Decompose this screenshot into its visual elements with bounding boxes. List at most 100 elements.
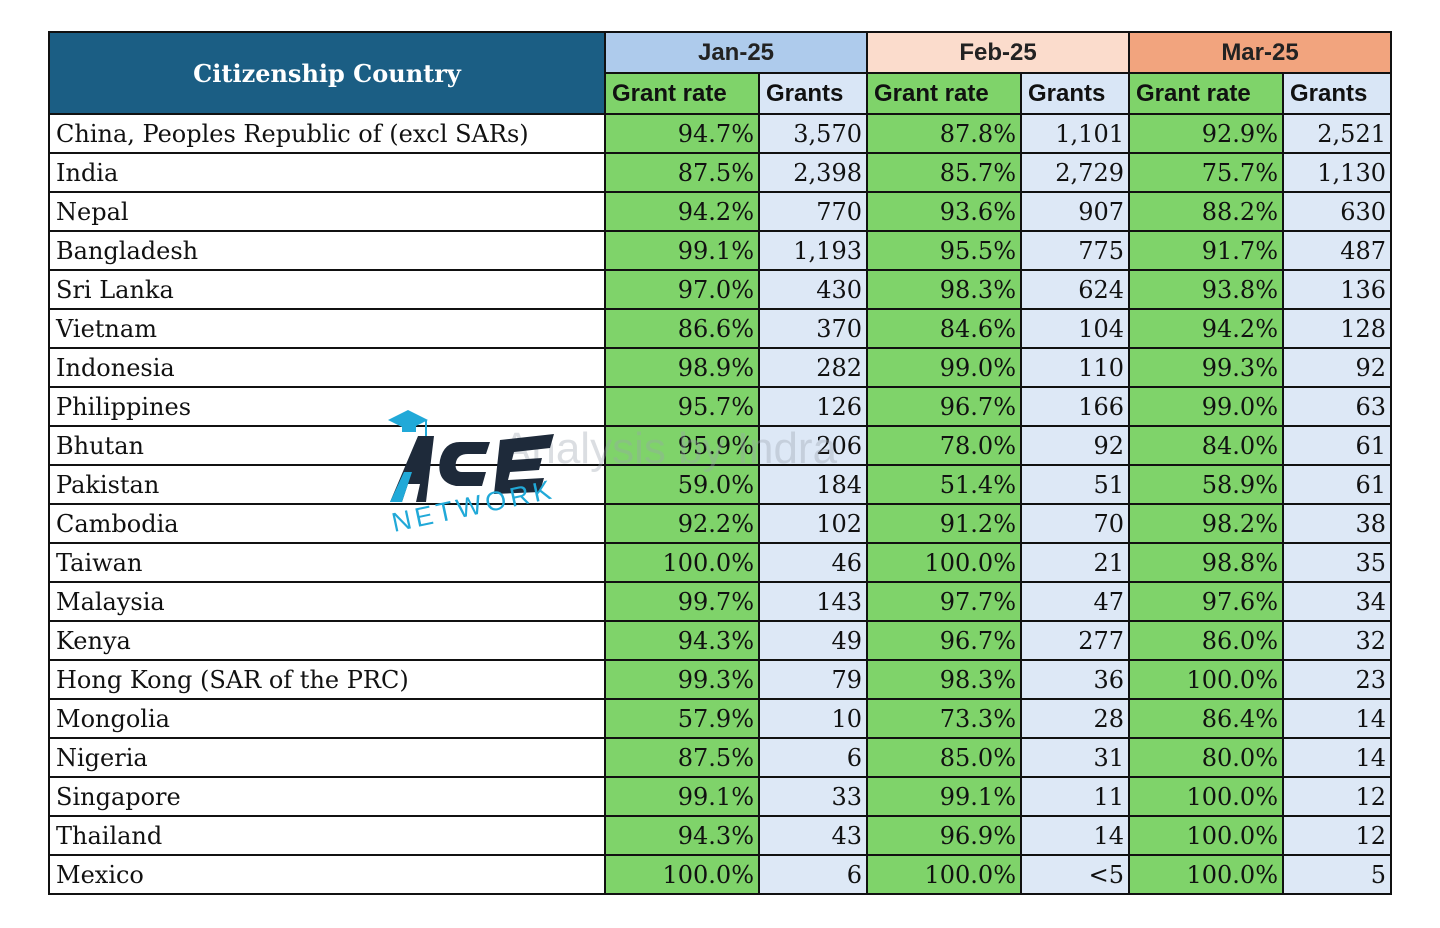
grants-cell: 14 bbox=[1020, 815, 1130, 856]
country-cell: Philippines bbox=[48, 386, 606, 427]
table-row: India 87.5% 2,398 85.7% 2,729 75.7% 1,130 bbox=[48, 152, 1392, 193]
grant-rate-cell: 84.6% bbox=[866, 308, 1022, 349]
grants-cell: 184 bbox=[758, 464, 868, 505]
grants-cell: 277 bbox=[1020, 620, 1130, 661]
table-row: Mongolia 57.9% 10 73.3% 28 86.4% 14 bbox=[48, 698, 1392, 739]
grants-cell: 430 bbox=[758, 269, 868, 310]
grant-rate-cell: 75.7% bbox=[1128, 152, 1284, 193]
grant-rate-cell: 98.3% bbox=[866, 659, 1022, 700]
grants-cell: 10 bbox=[758, 698, 868, 739]
table-row: China, Peoples Republic of (excl SARs) 94… bbox=[48, 113, 1392, 154]
grants-cell: 630 bbox=[1282, 191, 1392, 232]
grant-rate-cell: 100.0% bbox=[866, 542, 1022, 583]
country-cell: Sri Lanka bbox=[48, 269, 606, 310]
grants-cell: 23 bbox=[1282, 659, 1392, 700]
grants-cell: 143 bbox=[758, 581, 868, 622]
grants-cell: 49 bbox=[758, 620, 868, 661]
grant-rate-cell: 84.0% bbox=[1128, 425, 1284, 466]
grant-rate-cell: 88.2% bbox=[1128, 191, 1284, 232]
grants-cell: 6 bbox=[758, 737, 868, 778]
grant-rate-header: Grant rate bbox=[604, 72, 760, 115]
grants-cell: 21 bbox=[1020, 542, 1130, 583]
table-row: Thailand 94.3% 43 96.9% 14 100.0% 12 bbox=[48, 815, 1392, 856]
grant-rate-cell: 94.2% bbox=[604, 191, 760, 232]
grant-rate-cell: 86.0% bbox=[1128, 620, 1284, 661]
grant-rate-cell: 93.6% bbox=[866, 191, 1022, 232]
grants-cell: 32 bbox=[1282, 620, 1392, 661]
country-cell: Malaysia bbox=[48, 581, 606, 622]
grants-cell: 136 bbox=[1282, 269, 1392, 310]
grants-cell: 206 bbox=[758, 425, 868, 466]
table-row: Bhutan 95.9% 206 78.0% 92 84.0% 61 bbox=[48, 425, 1392, 466]
grant-rate-cell: 98.2% bbox=[1128, 503, 1284, 544]
country-cell: India bbox=[48, 152, 606, 193]
grants-cell: 3,570 bbox=[758, 113, 868, 154]
month-header-feb: Feb-25 bbox=[866, 31, 1130, 74]
grants-cell: 6 bbox=[758, 854, 868, 895]
grants-cell: 487 bbox=[1282, 230, 1392, 271]
country-cell: Hong Kong (SAR of the PRC) bbox=[48, 659, 606, 700]
table-row: Vietnam 86.6% 370 84.6% 104 94.2% 128 bbox=[48, 308, 1392, 349]
grant-rate-cell: 97.0% bbox=[604, 269, 760, 310]
grant-rate-cell: 96.7% bbox=[866, 620, 1022, 661]
grant-rate-cell: 99.1% bbox=[604, 230, 760, 271]
grants-header: Grants bbox=[1020, 72, 1130, 115]
grant-rate-cell: 73.3% bbox=[866, 698, 1022, 739]
grant-rate-cell: 97.6% bbox=[1128, 581, 1284, 622]
table-row: Nepal 94.2% 770 93.6% 907 88.2% 630 bbox=[48, 191, 1392, 232]
grants-cell: 79 bbox=[758, 659, 868, 700]
grants-cell: 28 bbox=[1020, 698, 1130, 739]
country-cell: Singapore bbox=[48, 776, 606, 817]
grant-rate-cell: 95.5% bbox=[866, 230, 1022, 271]
grant-rate-cell: 99.1% bbox=[866, 776, 1022, 817]
grant-rate-cell: 98.9% bbox=[604, 347, 760, 388]
grants-cell: <5 bbox=[1020, 854, 1130, 895]
grants-cell: 12 bbox=[1282, 776, 1392, 817]
country-cell: Bangladesh bbox=[48, 230, 606, 271]
table-row: Cambodia 92.2% 102 91.2% 70 98.2% 38 bbox=[48, 503, 1392, 544]
table-body: China, Peoples Republic of (excl SARs) 94… bbox=[48, 113, 1392, 895]
grant-rate-cell: 94.3% bbox=[604, 815, 760, 856]
grants-cell: 370 bbox=[758, 308, 868, 349]
country-cell: China, Peoples Republic of (excl SARs) bbox=[48, 113, 606, 154]
grants-cell: 70 bbox=[1020, 503, 1130, 544]
citizenship-country-header: Citizenship Country bbox=[48, 31, 606, 115]
grants-cell: 51 bbox=[1020, 464, 1130, 505]
table-row: Pakistan 59.0% 184 51.4% 51 58.9% 61 bbox=[48, 464, 1392, 505]
grant-rate-cell: 91.2% bbox=[866, 503, 1022, 544]
country-cell: Pakistan bbox=[48, 464, 606, 505]
table-row: Kenya 94.3% 49 96.7% 277 86.0% 32 bbox=[48, 620, 1392, 661]
grant-rate-cell: 58.9% bbox=[1128, 464, 1284, 505]
grants-cell: 14 bbox=[1282, 698, 1392, 739]
grant-rate-cell: 99.0% bbox=[1128, 386, 1284, 427]
grants-cell: 11 bbox=[1020, 776, 1130, 817]
grants-cell: 1,101 bbox=[1020, 113, 1130, 154]
grant-rate-cell: 98.3% bbox=[866, 269, 1022, 310]
grant-rate-cell: 92.9% bbox=[1128, 113, 1284, 154]
grants-cell: 128 bbox=[1282, 308, 1392, 349]
grant-rate-cell: 96.9% bbox=[866, 815, 1022, 856]
grant-rate-cell: 94.2% bbox=[1128, 308, 1284, 349]
grants-cell: 14 bbox=[1282, 737, 1392, 778]
grant-rate-cell: 100.0% bbox=[1128, 854, 1284, 895]
table-row: Hong Kong (SAR of the PRC) 99.3% 79 98.3% 36… bbox=[48, 659, 1392, 700]
grant-rate-cell: 51.4% bbox=[866, 464, 1022, 505]
grants-cell: 31 bbox=[1020, 737, 1130, 778]
grant-rate-cell: 57.9% bbox=[604, 698, 760, 739]
grant-rate-header: Grant rate bbox=[866, 72, 1022, 115]
grants-cell: 104 bbox=[1020, 308, 1130, 349]
grant-rate-header: Grant rate bbox=[1128, 72, 1284, 115]
country-cell: Taiwan bbox=[48, 542, 606, 583]
grant-rate-cell: 99.1% bbox=[604, 776, 760, 817]
grant-rate-cell: 78.0% bbox=[866, 425, 1022, 466]
grants-cell: 1,130 bbox=[1282, 152, 1392, 193]
grants-cell: 46 bbox=[758, 542, 868, 583]
grants-header: Grants bbox=[758, 72, 868, 115]
grant-rate-cell: 91.7% bbox=[1128, 230, 1284, 271]
grants-cell: 33 bbox=[758, 776, 868, 817]
grant-rate-cell: 100.0% bbox=[1128, 815, 1284, 856]
grants-cell: 5 bbox=[1282, 854, 1392, 895]
country-cell: Kenya bbox=[48, 620, 606, 661]
grant-rate-cell: 80.0% bbox=[1128, 737, 1284, 778]
grant-rate-cell: 98.8% bbox=[1128, 542, 1284, 583]
